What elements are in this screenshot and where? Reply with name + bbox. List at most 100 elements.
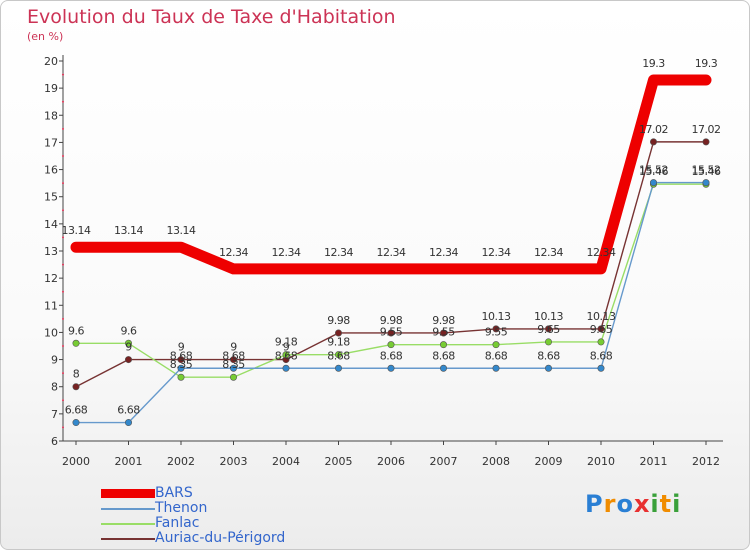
data-label: 9.98 — [327, 314, 350, 327]
y-minor-tick — [62, 290, 64, 293]
x-tick-label: 2010 — [587, 455, 615, 468]
data-label: 9.65 — [537, 323, 560, 336]
y-tick-label: 11 — [44, 299, 58, 312]
data-label: 6.68 — [117, 404, 140, 417]
data-point — [334, 351, 342, 359]
data-label: 12.34 — [272, 246, 301, 259]
logo-letter: P — [585, 490, 604, 518]
data-label: 8.35 — [222, 358, 245, 371]
data-label: 12.34 — [534, 246, 563, 259]
data-label: 9.55 — [380, 326, 403, 339]
data-point — [439, 364, 447, 372]
data-point — [72, 339, 80, 347]
data-label: 8 — [73, 368, 80, 381]
data-label: 10.13 — [534, 310, 563, 323]
y-tick-label: 13 — [44, 245, 58, 258]
data-point — [702, 179, 710, 187]
series-points — [72, 138, 710, 427]
y-minor-tick — [62, 209, 64, 212]
data-label: 8.35 — [170, 358, 193, 371]
x-tick-label: 2001 — [115, 455, 143, 468]
data-label: 15.52 — [692, 164, 721, 177]
data-label: 9.55 — [485, 326, 508, 339]
data-point — [597, 325, 605, 333]
y-tick-label: 6 — [51, 435, 58, 448]
series-labels: 13.14 13.14 13.14 12.34 12.34 12.34 12.34 12.34… — [62, 57, 722, 417]
data-label: 13.14 — [114, 224, 143, 237]
data-label: 8.68 — [432, 349, 455, 362]
legend-label: Auriac-du-Périgord — [155, 530, 286, 546]
y-tick-label: 15 — [44, 191, 58, 204]
y-tick-label: 20 — [44, 55, 58, 68]
logo-letter: i — [672, 490, 682, 518]
data-label: 13.14 — [62, 224, 91, 237]
proxiti-logo: Proxiti — [585, 490, 681, 518]
data-label: 9 — [230, 341, 237, 354]
data-label: 12.34 — [482, 246, 511, 259]
legend-swatch — [101, 489, 155, 498]
y-minor-tick — [62, 263, 64, 266]
data-label: 8.68 — [590, 349, 613, 362]
y-minor-tick — [62, 236, 64, 239]
data-point — [544, 325, 552, 333]
data-point — [702, 138, 710, 146]
data-label: 6.68 — [65, 404, 88, 417]
data-label: 17.02 — [639, 123, 668, 136]
data-point — [597, 338, 605, 346]
data-point — [439, 341, 447, 349]
x-tick-label: 2012 — [692, 455, 720, 468]
logo-letter: o — [616, 490, 634, 518]
chart-subtitle: (en %) — [27, 30, 64, 43]
y-tick-label: 10 — [44, 326, 58, 339]
legend-swatch — [101, 523, 155, 525]
x-tick-label: 2000 — [62, 455, 90, 468]
legend-swatch — [101, 538, 155, 540]
data-point — [230, 373, 238, 381]
y-minor-tick — [62, 426, 64, 429]
data-label: 19.3 — [695, 57, 718, 70]
x-tick-label: 2011 — [640, 455, 668, 468]
y-tick-label: 18 — [44, 109, 58, 122]
data-point — [387, 329, 395, 337]
data-point — [492, 341, 500, 349]
data-point — [387, 364, 395, 372]
data-point — [544, 338, 552, 346]
y-minor-tick — [62, 155, 64, 157]
y-minor-tick — [62, 182, 64, 185]
data-point — [649, 138, 657, 146]
data-point — [230, 364, 238, 372]
data-label: 12.34 — [324, 246, 353, 259]
y-tick-label: 7 — [51, 408, 58, 421]
y-tick-label: 17 — [44, 136, 58, 149]
logo-letter: r — [603, 490, 617, 518]
logo-letter: t — [659, 490, 673, 518]
data-label: 9.18 — [327, 336, 350, 349]
data-label: 19.3 — [642, 57, 665, 70]
y-tick-label: 8 — [51, 381, 58, 394]
data-point — [597, 364, 605, 372]
logo-letter: x — [633, 490, 651, 518]
y-minor-tick — [62, 399, 64, 402]
data-label: 12.34 — [429, 246, 458, 259]
y-minor-tick — [62, 372, 64, 375]
chart-title: Evolution du Taux de Taxe d'Habitation — [27, 6, 396, 28]
data-label: 9.65 — [590, 323, 613, 336]
data-label: 9.18 — [275, 336, 298, 349]
data-point — [282, 364, 290, 372]
data-point — [387, 341, 395, 349]
data-label: 8.68 — [537, 349, 560, 362]
data-point — [230, 356, 238, 364]
data-label: 10.13 — [587, 310, 616, 323]
logo-letter: i — [650, 490, 660, 518]
data-label: 9.6 — [121, 324, 137, 337]
data-label: 12.34 — [587, 246, 616, 259]
data-point — [177, 364, 185, 372]
data-label: 9 — [125, 341, 132, 354]
data-point — [492, 364, 500, 372]
x-tick-label: 2004 — [272, 455, 300, 468]
legend-label: Fanlac — [155, 515, 200, 531]
data-point — [125, 339, 133, 347]
data-point — [334, 364, 342, 372]
data-point — [492, 325, 500, 333]
